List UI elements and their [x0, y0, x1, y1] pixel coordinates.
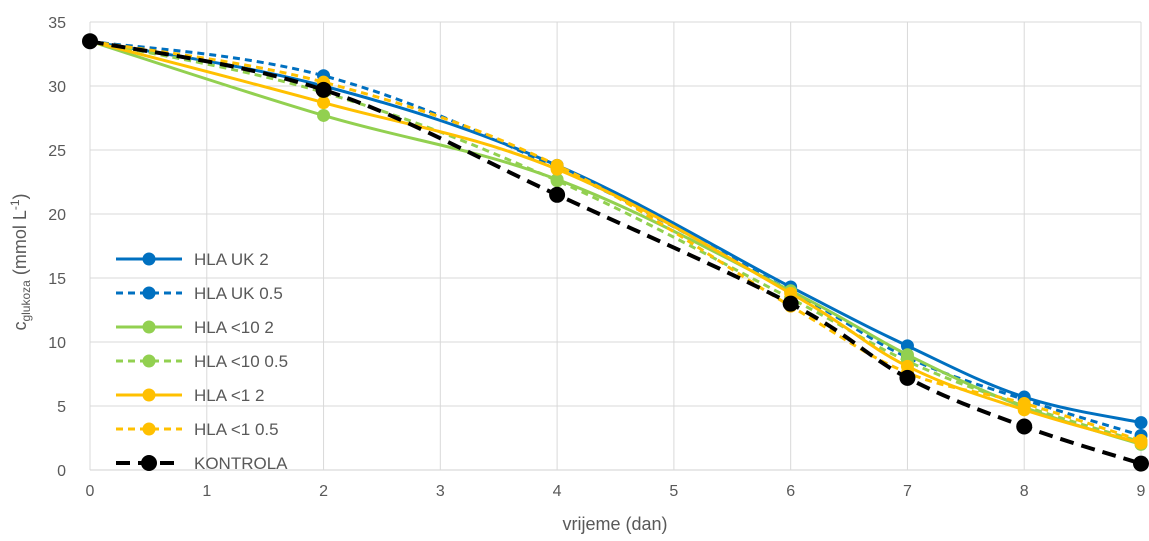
data-point	[550, 174, 564, 188]
x-tick-label: 1	[202, 483, 211, 500]
legend-item-hla-10-2: HLA <10 2	[116, 318, 274, 337]
legend-item-hla-1-0-5: HLA <1 0.5	[116, 420, 279, 439]
grid	[89, 21, 1142, 470]
y-tick-label: 30	[48, 79, 66, 96]
x-tick-label: 2	[319, 483, 328, 500]
y-axis-title-close: )	[10, 193, 30, 199]
data-point	[1016, 418, 1033, 435]
legend-swatch-marker	[142, 252, 156, 266]
legend-swatch-marker	[142, 388, 156, 402]
y-tick-label: 15	[48, 271, 66, 288]
axes: 0 1 2 3 4 5 6 7 8 9 0 5 10 15 20 25 30 35	[48, 15, 1145, 500]
data-point	[550, 158, 564, 172]
y-tick-label: 0	[57, 463, 66, 480]
data-point	[1133, 455, 1149, 472]
legend-item-hla-10-0-5: HLA <10 0.5	[116, 352, 288, 371]
y-axis-title-unit: (mmol L	[10, 210, 30, 280]
legend: HLA UK 2 HLA UK 0.5 HLA <10 2 HLA <10 0.5 HL…	[116, 250, 288, 473]
series-line	[89, 39, 1142, 437]
y-tick-label: 35	[48, 15, 66, 32]
y-tick-label: 10	[48, 335, 66, 352]
legend-item-kontrola: KONTROLA	[116, 454, 288, 473]
legend-swatch-marker	[142, 320, 156, 334]
data-point	[82, 33, 98, 50]
x-tick-label: 6	[786, 483, 795, 500]
data-point	[1134, 416, 1148, 430]
legend-item-hla-uk-2: HLA UK 2	[116, 250, 269, 269]
legend-item-hla-uk-0-5: HLA UK 0.5	[116, 284, 283, 303]
x-tick-label: 0	[86, 483, 95, 500]
x-tick-label: 8	[1020, 483, 1029, 500]
data-point	[900, 339, 914, 353]
x-tick-label: 9	[1137, 483, 1146, 500]
y-tick-label: 20	[48, 207, 66, 224]
legend-label: HLA <10 2	[194, 318, 274, 337]
data-point	[317, 108, 331, 122]
y-tick-label: 5	[57, 399, 66, 416]
series-line	[89, 39, 1142, 445]
legend-label: HLA <10 0.5	[194, 352, 288, 371]
x-tick-label: 5	[669, 483, 678, 500]
legend-swatch-marker	[142, 422, 156, 436]
data-point	[1017, 396, 1031, 410]
x-tick-label: 7	[903, 483, 912, 500]
data-point	[782, 295, 799, 312]
series-lines	[82, 33, 1149, 472]
y-axis-title-superscript: -1	[8, 199, 22, 210]
legend-label: HLA UK 2	[194, 250, 269, 269]
series-line	[89, 39, 1142, 466]
legend-swatch-marker	[142, 354, 156, 368]
data-point	[1134, 434, 1148, 448]
legend-label: HLA <1 0.5	[194, 420, 279, 439]
legend-label: HLA <1 2	[194, 386, 264, 405]
data-point	[549, 186, 566, 203]
data-point	[899, 369, 916, 386]
y-axis-title: cglukoza (mmol L-1)	[8, 193, 33, 330]
legend-swatch-marker	[142, 286, 156, 300]
series-line	[89, 39, 1142, 425]
series-line	[89, 39, 1142, 446]
legend-swatch-marker	[141, 455, 157, 471]
x-axis-title: vrijeme (dan)	[562, 514, 667, 534]
series-kontrola	[82, 33, 1149, 472]
x-tick-label: 4	[553, 483, 562, 500]
x-tick-label: 3	[436, 483, 445, 500]
legend-label: HLA UK 0.5	[194, 284, 283, 303]
data-point	[317, 96, 331, 110]
y-axis-title-subscript: glukoza	[19, 280, 33, 322]
legend-label: KONTROLA	[194, 454, 288, 473]
series-line	[89, 39, 1142, 442]
y-tick-label: 25	[48, 143, 66, 160]
data-point	[315, 81, 332, 98]
legend-item-hla-1-2: HLA <1 2	[116, 386, 264, 405]
y-axis-title-prefix: c	[10, 322, 30, 331]
series-hla-uk-0-5	[83, 34, 1148, 442]
